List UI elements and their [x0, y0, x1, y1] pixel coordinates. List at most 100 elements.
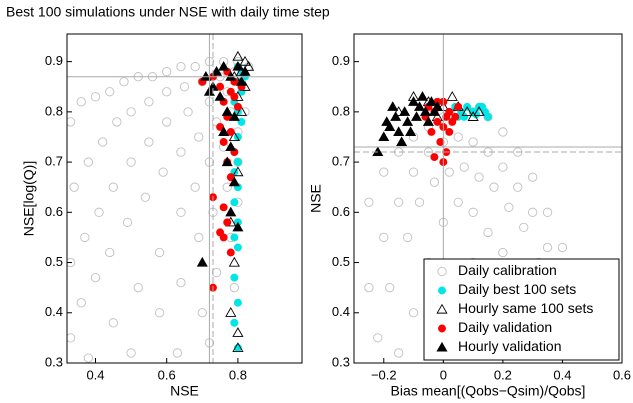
- circle-marker: [219, 138, 228, 146]
- circle-marker: [233, 157, 243, 167]
- triangle-marker: [218, 126, 230, 136]
- circle-marker: [453, 197, 463, 207]
- y-axis-label: NSE[log(Q)]: [21, 161, 37, 236]
- triangle-marker: [413, 101, 426, 111]
- circle-marker: [430, 153, 439, 162]
- triangle-marker: [211, 66, 223, 76]
- triangle-marker: [446, 91, 458, 101]
- triangle-marker: [422, 116, 434, 126]
- circle-marker: [162, 87, 172, 97]
- legend-marker: [436, 303, 448, 314]
- x-axis-label: Bias mean[(Qobs−Qsim)/Qobs]: [391, 383, 586, 399]
- y-tick-label: 0.6: [45, 204, 63, 219]
- circle-marker: [484, 112, 492, 121]
- circle-marker: [478, 102, 487, 111]
- y-tick-label: 0.7: [45, 154, 63, 169]
- circle-marker: [162, 67, 172, 77]
- triangle-marker: [225, 206, 237, 217]
- circle-marker: [448, 117, 457, 126]
- circle-marker: [226, 127, 235, 136]
- y-tick-label: 0.9: [45, 53, 63, 68]
- x-tick-label: 0.2: [494, 367, 512, 382]
- circle-marker: [83, 157, 94, 167]
- circle-marker: [83, 353, 94, 363]
- circle-marker: [542, 207, 553, 217]
- triangle-marker: [405, 126, 417, 136]
- circle-marker: [528, 172, 538, 182]
- triangle-marker: [200, 71, 212, 81]
- circle-marker: [140, 192, 150, 202]
- circle-marker: [76, 298, 86, 308]
- triangle-marker: [225, 307, 237, 317]
- triangle-marker: [390, 111, 402, 121]
- triangle-marker: [232, 166, 244, 177]
- circle-marker: [233, 102, 242, 111]
- circle-marker: [498, 127, 508, 137]
- triangle-marker: [228, 131, 240, 142]
- triangle-marker: [239, 66, 251, 76]
- circle-marker: [97, 137, 108, 147]
- circle-marker: [454, 102, 463, 111]
- legend-label: Daily best 100 sets: [458, 281, 576, 297]
- y-tick-label: 0.5: [45, 254, 63, 269]
- legend-label: Hourly same 100 sets: [458, 300, 593, 316]
- circle-marker: [364, 283, 374, 293]
- legend-marker: [436, 341, 448, 352]
- circle-marker: [126, 348, 136, 358]
- circle-marker: [230, 318, 239, 327]
- triangle-marker: [467, 111, 479, 121]
- circle-marker: [90, 272, 101, 283]
- plot-frame: [66, 33, 303, 364]
- circle-marker: [453, 132, 463, 142]
- circle-marker: [226, 248, 235, 257]
- circle-marker: [69, 182, 79, 192]
- circle-marker: [211, 267, 222, 278]
- circle-marker: [468, 137, 478, 147]
- circle-marker: [442, 112, 451, 121]
- legend-label: Daily validation: [458, 319, 552, 335]
- circle-marker: [436, 138, 445, 146]
- circle-marker: [190, 61, 200, 72]
- circle-marker: [197, 308, 207, 318]
- circle-marker: [230, 273, 239, 282]
- circle-marker: [429, 177, 440, 187]
- circle-marker: [483, 227, 493, 238]
- circle-marker: [427, 127, 436, 136]
- triangle-marker: [428, 106, 440, 116]
- x-tick-label: 0.6: [613, 367, 631, 382]
- circle-marker: [233, 298, 242, 307]
- x-tick-label: 0.8: [229, 367, 247, 382]
- circle-marker: [468, 207, 478, 217]
- triangle-marker: [196, 256, 208, 267]
- circle-marker: [126, 107, 136, 117]
- triangle-marker: [232, 221, 244, 232]
- y-tick-label: 0.4: [332, 304, 350, 319]
- circle-marker: [80, 232, 90, 243]
- circle-marker: [233, 243, 242, 252]
- circle-marker: [144, 97, 154, 107]
- circle-marker: [176, 207, 186, 217]
- circle-marker: [219, 233, 228, 242]
- triangle-marker: [235, 106, 248, 116]
- x-tick-label: 0.4: [553, 367, 571, 382]
- circle-marker: [519, 222, 529, 233]
- circle-marker: [194, 132, 204, 142]
- triangle-marker: [228, 176, 240, 187]
- y-tick-label: 0.8: [45, 103, 63, 118]
- triangle-marker: [431, 101, 443, 111]
- circle-marker: [144, 137, 154, 147]
- circle-marker: [67, 333, 76, 343]
- circle-marker: [445, 127, 454, 136]
- circle-marker: [154, 247, 165, 258]
- circle-marker: [176, 277, 186, 288]
- circle-marker: [513, 182, 523, 192]
- triangle-marker: [232, 327, 244, 337]
- triangle-marker: [425, 96, 437, 106]
- triangle-marker: [214, 91, 226, 101]
- triangle-marker: [221, 106, 233, 116]
- legend-box: [423, 258, 620, 361]
- circle-marker: [233, 158, 242, 167]
- circle-marker: [408, 308, 419, 318]
- legend-marker: [438, 324, 446, 333]
- circle-marker: [459, 162, 469, 172]
